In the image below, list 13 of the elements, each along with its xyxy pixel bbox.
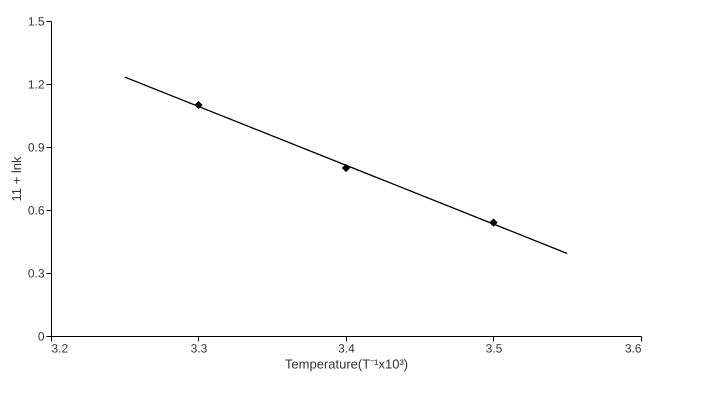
y-tick-label: 0.6 [28, 204, 45, 218]
y-tick-label: 1.5 [28, 14, 45, 28]
y-tick-label: 0.9 [28, 140, 45, 154]
x-tick-label: 3.6 [624, 342, 642, 356]
x-tick-label: 3.2 [52, 342, 69, 356]
x-tick-label: 3.5 [486, 342, 503, 356]
y-tick-label: 0 [38, 330, 45, 344]
x-axis-title: Temperature(T⁻¹x10³) [284, 356, 408, 372]
x-tick-label: 3.4 [338, 342, 356, 356]
y-tick-label: 0.3 [28, 266, 45, 280]
x-tick-label: 3.3 [190, 342, 208, 356]
y-tick-label: 1.2 [28, 78, 45, 92]
y-axis-title: 11 + lnk [8, 156, 24, 202]
